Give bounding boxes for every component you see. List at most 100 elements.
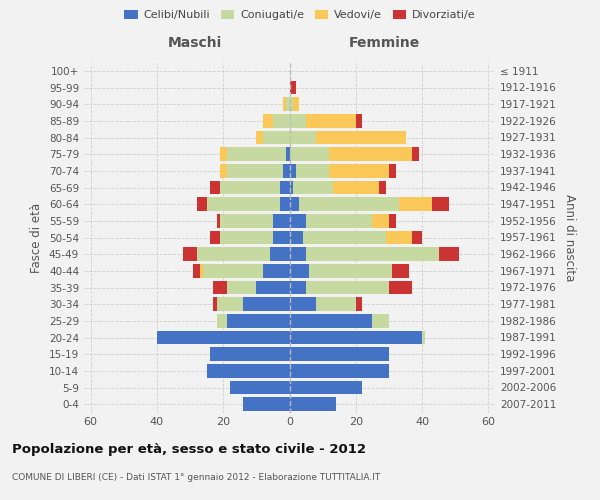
Bar — [286, 98, 290, 111]
Bar — [412, 230, 422, 244]
Bar — [290, 398, 336, 411]
Bar — [392, 264, 409, 278]
Bar — [290, 198, 299, 211]
Bar — [193, 264, 200, 278]
Text: COMUNE DI LIBERI (CE) - Dati ISTAT 1° gennaio 2012 - Elaborazione TUTTITALIA.IT: COMUNE DI LIBERI (CE) - Dati ISTAT 1° ge… — [12, 472, 380, 482]
Bar — [184, 248, 197, 261]
Bar — [286, 148, 290, 161]
Bar — [293, 98, 299, 111]
Bar — [299, 198, 399, 211]
Bar — [227, 280, 256, 294]
Bar — [220, 214, 273, 228]
Bar — [316, 130, 406, 144]
Bar — [280, 198, 290, 211]
Bar — [296, 164, 329, 177]
Bar — [197, 248, 269, 261]
Bar — [386, 230, 412, 244]
Bar — [197, 198, 206, 211]
Bar — [306, 248, 439, 261]
Bar — [263, 114, 273, 128]
Bar — [303, 230, 386, 244]
Bar — [439, 248, 458, 261]
Bar — [290, 314, 373, 328]
Bar — [290, 348, 389, 361]
Bar — [290, 164, 296, 177]
Bar — [200, 264, 203, 278]
Bar — [290, 98, 293, 111]
Bar — [373, 314, 389, 328]
Bar — [432, 198, 449, 211]
Bar — [329, 164, 389, 177]
Y-axis label: Fasce di età: Fasce di età — [31, 202, 43, 272]
Text: Maschi: Maschi — [168, 36, 222, 50]
Y-axis label: Anni di nascita: Anni di nascita — [563, 194, 576, 281]
Bar — [290, 364, 389, 378]
Bar — [290, 214, 306, 228]
Bar — [290, 248, 306, 261]
Legend: Celibi/Nubili, Coniugati/e, Vedovi/e, Divorziati/e: Celibi/Nubili, Coniugati/e, Vedovi/e, Di… — [120, 6, 480, 25]
Bar — [227, 164, 283, 177]
Bar — [290, 80, 296, 94]
Text: Femmine: Femmine — [349, 36, 419, 50]
Bar — [290, 280, 306, 294]
Bar — [306, 280, 389, 294]
Bar — [217, 314, 227, 328]
Bar — [373, 214, 389, 228]
Bar — [203, 264, 263, 278]
Bar — [290, 180, 293, 194]
Bar — [210, 230, 220, 244]
Bar — [263, 130, 290, 144]
Bar — [422, 330, 425, 344]
Bar — [220, 148, 227, 161]
Bar — [273, 214, 290, 228]
Bar — [243, 298, 290, 311]
Bar — [306, 114, 356, 128]
Bar — [273, 230, 290, 244]
Bar — [220, 180, 280, 194]
Bar — [220, 164, 227, 177]
Bar — [399, 198, 432, 211]
Bar — [290, 148, 329, 161]
Bar — [210, 180, 220, 194]
Bar — [310, 264, 392, 278]
Bar — [273, 114, 290, 128]
Bar — [283, 164, 290, 177]
Bar — [290, 298, 316, 311]
Bar — [280, 180, 290, 194]
Bar — [206, 198, 280, 211]
Bar — [412, 148, 419, 161]
Bar — [389, 164, 395, 177]
Bar — [290, 330, 422, 344]
Bar — [290, 380, 362, 394]
Bar — [220, 230, 273, 244]
Bar — [290, 114, 306, 128]
Bar — [230, 380, 290, 394]
Bar — [293, 180, 332, 194]
Bar — [329, 148, 412, 161]
Bar — [283, 98, 286, 111]
Bar — [290, 264, 310, 278]
Bar — [316, 298, 356, 311]
Bar — [206, 364, 290, 378]
Bar — [217, 298, 243, 311]
Bar — [217, 214, 220, 228]
Bar — [256, 130, 263, 144]
Bar — [356, 298, 362, 311]
Bar — [306, 214, 373, 228]
Bar — [332, 180, 379, 194]
Bar — [356, 114, 362, 128]
Bar — [243, 398, 290, 411]
Bar — [227, 314, 290, 328]
Bar — [213, 280, 227, 294]
Bar — [379, 180, 386, 194]
Bar — [389, 280, 412, 294]
Bar — [227, 148, 286, 161]
Bar — [290, 230, 303, 244]
Bar — [256, 280, 290, 294]
Bar — [157, 330, 290, 344]
Bar — [290, 130, 316, 144]
Bar — [263, 264, 290, 278]
Text: Popolazione per età, sesso e stato civile - 2012: Popolazione per età, sesso e stato civil… — [12, 442, 366, 456]
Bar — [213, 298, 217, 311]
Bar — [389, 214, 395, 228]
